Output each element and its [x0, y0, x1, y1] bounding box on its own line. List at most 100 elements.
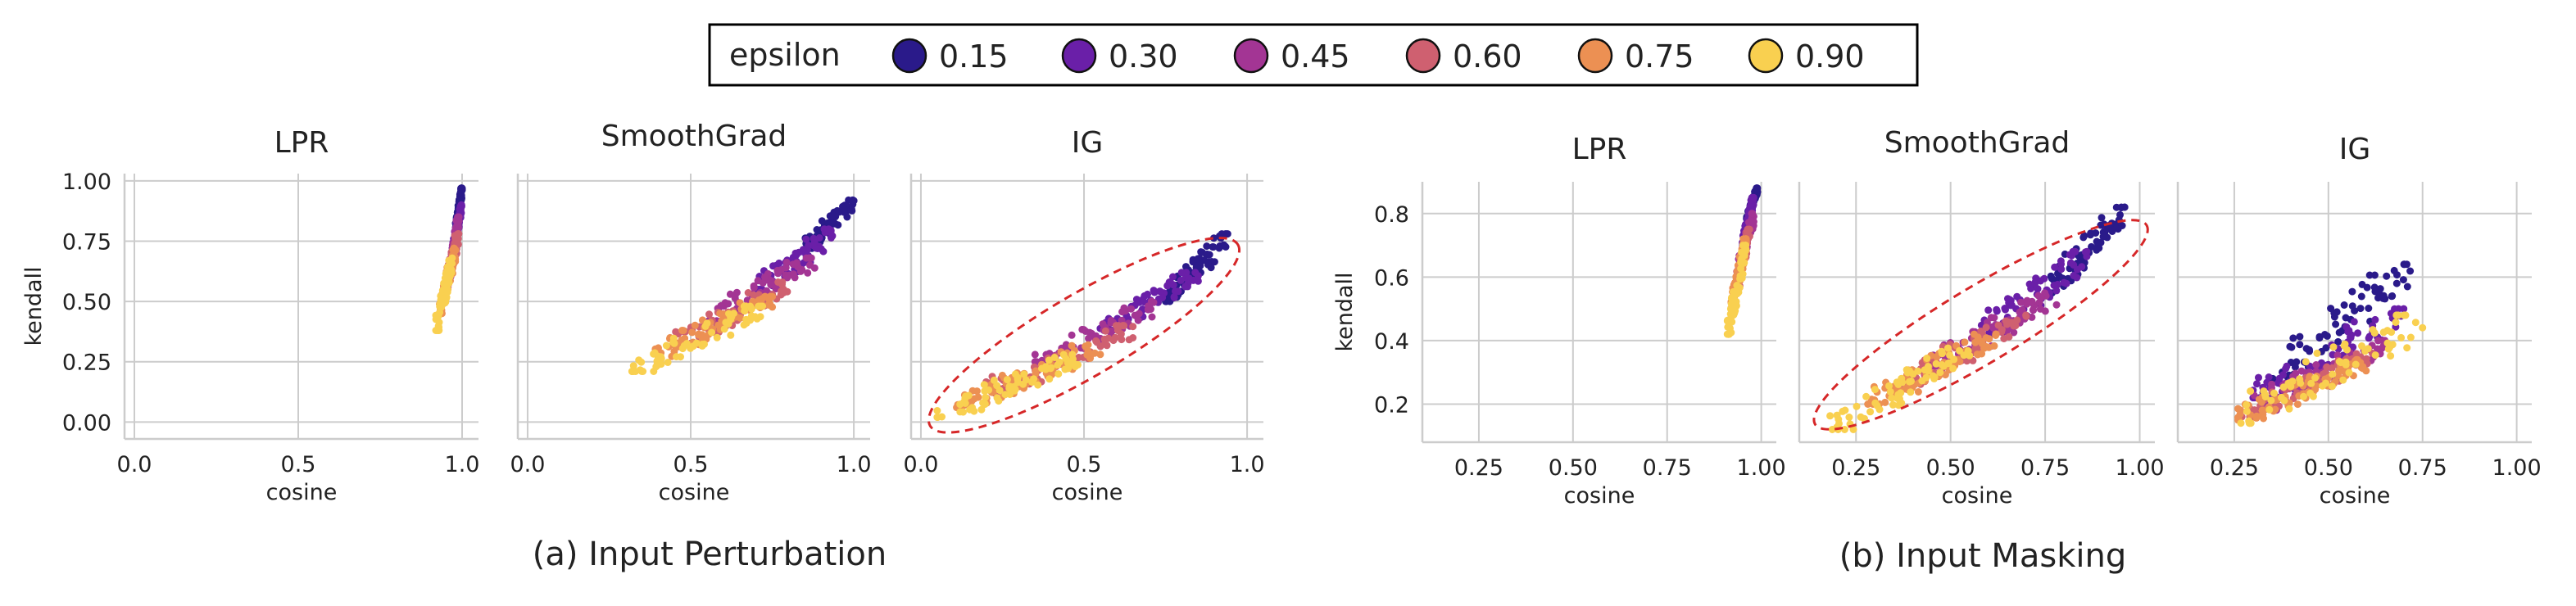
point-eps-0.90 — [2383, 339, 2392, 347]
point-eps-0.90 — [2371, 351, 2379, 360]
point-eps-0.45 — [1150, 298, 1158, 306]
point-eps-0.90 — [2329, 370, 2337, 378]
point-eps-0.45 — [2052, 301, 2061, 309]
point-eps-0.45 — [1148, 313, 1156, 321]
point-eps-0.60 — [1982, 323, 1990, 332]
x-axis-label: cosine — [266, 480, 338, 505]
point-eps-0.15 — [2296, 332, 2304, 341]
x-tick-label: 0.0 — [510, 452, 545, 477]
point-eps-0.15 — [2296, 341, 2304, 349]
point-eps-0.90 — [2335, 358, 2343, 365]
point-eps-0.90 — [1054, 370, 1063, 378]
point-eps-0.90 — [698, 341, 706, 348]
point-eps-0.30 — [1170, 293, 1178, 301]
point-eps-0.90 — [2397, 333, 2406, 341]
point-eps-0.90 — [2419, 323, 2427, 332]
scatter-points — [2234, 260, 2427, 427]
point-eps-0.90 — [2387, 352, 2395, 360]
point-eps-0.15 — [2348, 287, 2356, 296]
point-eps-0.45 — [2374, 345, 2381, 353]
point-eps-0.90 — [1059, 350, 1068, 359]
point-eps-0.45 — [2041, 289, 2049, 297]
point-eps-0.15 — [2095, 244, 2103, 252]
point-eps-0.30 — [1166, 278, 1174, 287]
point-eps-0.90 — [2343, 346, 2351, 354]
point-eps-0.90 — [2265, 405, 2274, 414]
point-eps-0.30 — [2007, 301, 2016, 310]
point-eps-0.90 — [1054, 361, 1062, 369]
point-eps-0.90 — [981, 400, 988, 409]
point-eps-0.90 — [1724, 330, 1732, 338]
point-eps-0.90 — [1001, 391, 1009, 399]
point-eps-0.15 — [2289, 334, 2297, 342]
point-eps-0.30 — [1172, 287, 1180, 296]
point-eps-0.90 — [2345, 369, 2353, 377]
point-eps-0.15 — [2334, 337, 2342, 346]
point-eps-0.45 — [1031, 350, 1039, 359]
point-eps-0.75 — [1881, 398, 1889, 406]
point-eps-0.45 — [2034, 292, 2043, 300]
point-eps-0.15 — [2322, 344, 2330, 352]
point-eps-0.45 — [2041, 307, 2049, 315]
panel-title: SmoothGrad — [601, 120, 787, 153]
point-eps-0.90 — [664, 359, 672, 366]
point-eps-0.30 — [457, 201, 465, 209]
point-eps-0.90 — [1738, 258, 1746, 266]
point-eps-0.75 — [2362, 367, 2370, 375]
point-eps-0.30 — [2081, 248, 2089, 256]
point-eps-0.75 — [1084, 341, 1092, 349]
point-eps-0.45 — [810, 264, 819, 272]
point-eps-0.15 — [1210, 258, 1218, 266]
x-tick-label: 0.75 — [2398, 455, 2447, 481]
panel-title: IG — [2339, 133, 2371, 166]
point-eps-0.90 — [1736, 275, 1744, 283]
point-eps-0.90 — [2322, 379, 2329, 387]
legend: epsilon 0.15 0.30 0.45 0.60 0.75 0.90 — [708, 23, 1919, 87]
point-eps-0.90 — [2388, 328, 2396, 337]
y-tick-label: 0.2 — [1374, 392, 1409, 418]
point-eps-0.45 — [761, 273, 769, 281]
point-eps-0.30 — [1141, 292, 1149, 300]
point-eps-0.90 — [1944, 359, 1952, 367]
point-eps-0.15 — [2383, 272, 2391, 280]
point-eps-0.90 — [1903, 366, 1911, 374]
point-eps-0.90 — [1894, 391, 1903, 399]
point-eps-0.75 — [1068, 341, 1076, 350]
point-eps-0.90 — [1886, 387, 1894, 396]
caption-a: (a) Input Perturbation — [533, 536, 887, 573]
point-eps-0.90 — [1866, 408, 1875, 416]
point-eps-0.90 — [722, 319, 730, 327]
point-eps-0.90 — [1068, 350, 1077, 359]
point-eps-0.90 — [2300, 392, 2307, 400]
point-eps-0.90 — [650, 350, 658, 358]
point-eps-0.30 — [2052, 287, 2061, 295]
point-eps-0.60 — [455, 230, 463, 238]
point-eps-0.75 — [2257, 398, 2265, 406]
point-eps-0.15 — [2086, 231, 2094, 239]
point-eps-0.30 — [2060, 278, 2068, 287]
point-eps-0.90 — [448, 254, 456, 262]
point-eps-0.90 — [2286, 378, 2294, 387]
point-eps-0.45 — [1080, 326, 1088, 334]
point-eps-0.45 — [750, 282, 758, 290]
point-eps-0.90 — [692, 339, 701, 347]
point-eps-0.30 — [1177, 269, 1186, 277]
point-eps-0.45 — [789, 270, 797, 278]
point-eps-0.90 — [639, 368, 647, 375]
point-eps-0.30 — [2354, 329, 2362, 337]
point-eps-0.90 — [2243, 407, 2251, 415]
point-eps-0.30 — [2078, 263, 2086, 271]
x-tick-label: 0.50 — [1549, 455, 1598, 481]
point-eps-0.90 — [1853, 402, 1861, 410]
point-eps-0.90 — [438, 298, 446, 306]
x-tick-label: 0.0 — [117, 452, 152, 477]
point-eps-0.90 — [1038, 364, 1045, 373]
point-eps-0.90 — [1064, 359, 1072, 367]
point-eps-0.90 — [1003, 376, 1011, 384]
point-eps-0.45 — [2028, 313, 2036, 321]
legend-label-0.75: 0.75 — [1625, 38, 1694, 75]
point-eps-0.90 — [713, 333, 721, 341]
point-eps-0.60 — [779, 289, 787, 296]
point-eps-0.90 — [1845, 414, 1853, 421]
